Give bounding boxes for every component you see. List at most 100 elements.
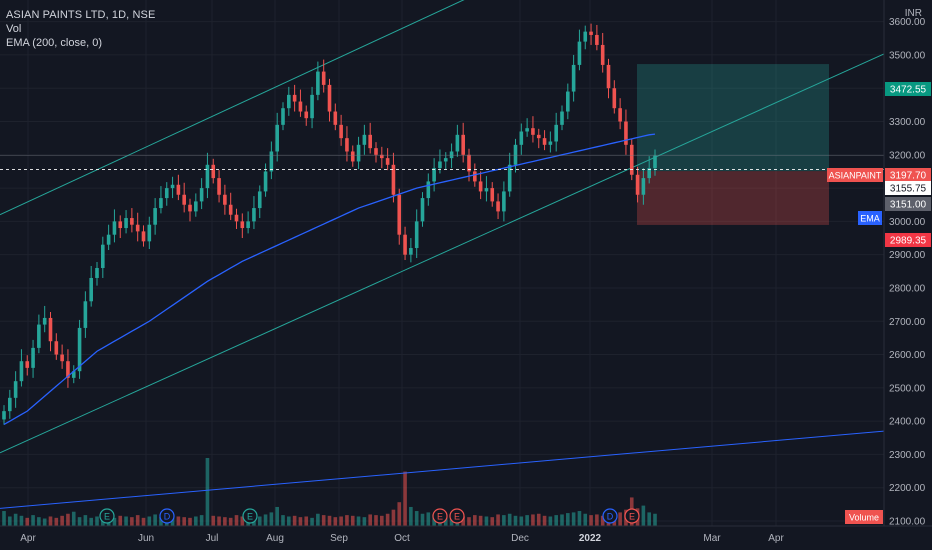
candle-body (205, 164, 210, 189)
candle-body (513, 144, 518, 165)
time-tick-label: Aug (266, 533, 284, 544)
candle-body (60, 354, 64, 362)
volume-bar (25, 517, 30, 526)
volume-bar (519, 516, 524, 526)
candle-body (507, 164, 512, 192)
candle-body (135, 224, 140, 232)
price-tick-label: 2500.00 (889, 383, 926, 394)
volume-bar (496, 514, 500, 526)
candle-body (13, 381, 18, 398)
candle-body (583, 31, 588, 42)
candle-body (83, 301, 88, 328)
candle-body (414, 221, 419, 249)
candle-body (484, 188, 489, 192)
volume-bar (211, 515, 216, 526)
legend-volume[interactable]: Vol (6, 23, 22, 35)
volume-bar (490, 517, 495, 526)
candle-body (321, 71, 326, 85)
price-tick-label: 2300.00 (889, 450, 926, 461)
volume-bar (589, 515, 593, 526)
candle-body (542, 138, 547, 145)
volume-bar (403, 471, 407, 526)
volume-bar (409, 506, 413, 526)
volume-bar (153, 514, 157, 526)
volume-bar (618, 512, 622, 526)
candle-body (432, 168, 436, 182)
volume-bar (583, 513, 588, 526)
candle-body (170, 184, 175, 189)
event-marker (449, 508, 465, 524)
volume-bar (641, 505, 646, 526)
candle-body (54, 341, 59, 355)
volume-bar (13, 513, 18, 526)
candle-body (566, 91, 570, 112)
volume-bar (205, 458, 210, 526)
candle-body (502, 191, 506, 212)
event-marker (602, 508, 618, 524)
volume-bar (8, 516, 12, 526)
volume-bar (356, 516, 361, 526)
ema-tag-label: EMA (860, 214, 880, 224)
candle-body (525, 128, 529, 132)
candle-body (548, 141, 553, 145)
volume-bar (310, 517, 314, 526)
candle-body (333, 111, 338, 125)
volume-bar (159, 517, 163, 526)
candle-body (356, 144, 361, 162)
candle-body (217, 178, 221, 195)
candle-body (403, 234, 407, 255)
currency-label[interactable]: INR (904, 8, 922, 19)
legend-title[interactable]: ASIAN PAINTS LTD, 1D, NSE (6, 9, 156, 21)
volume-bar (188, 517, 192, 526)
candle-body (577, 41, 582, 65)
candle-body (31, 347, 35, 368)
volume-bar (269, 512, 274, 526)
candle-body (420, 198, 425, 222)
candle-body (380, 154, 384, 159)
volume-bar (368, 514, 372, 526)
candle-body (89, 277, 93, 302)
volume-bar (89, 517, 93, 526)
candle-body (194, 201, 198, 212)
volume-bar (112, 517, 117, 526)
long-trend-line (0, 430, 885, 509)
candle-body (339, 124, 343, 139)
volume-bar (653, 513, 657, 526)
volume-bar (182, 517, 186, 526)
volume-bar (525, 515, 529, 526)
volume-bar (83, 515, 88, 526)
candle-body (147, 224, 152, 242)
volume-bar (385, 513, 390, 526)
volume-bar (391, 509, 396, 526)
candle-body (536, 134, 541, 139)
volume-bar (118, 515, 123, 526)
volume-bar (54, 517, 59, 526)
event-marker-label: D (607, 512, 614, 522)
volume-bar (298, 517, 303, 526)
volume-tag-label: Volume (849, 513, 879, 523)
event-marker (432, 508, 448, 524)
price-tick-label: 2200.00 (889, 483, 926, 494)
price-tick-label: 3000.00 (889, 217, 926, 228)
volume-bar (478, 515, 483, 526)
event-marker-label: D (164, 512, 171, 522)
candle-body (647, 168, 651, 179)
volume-bar (548, 516, 553, 526)
candle-body (455, 134, 460, 152)
candle-body (304, 111, 309, 119)
candle-body (159, 198, 163, 209)
candle-body (223, 194, 227, 205)
candle-body (443, 158, 448, 162)
legend-ema[interactable]: EMA (200, close, 0) (6, 37, 102, 49)
volume-tag (845, 510, 883, 524)
candle-body (438, 161, 442, 169)
candle-body (641, 178, 646, 195)
candle-body (199, 188, 204, 202)
candle-body (118, 221, 123, 229)
price-tick-label: 2800.00 (889, 283, 926, 294)
volume-bar (194, 516, 198, 526)
price-tick-label: 3300.00 (889, 117, 926, 128)
volume-bar (484, 516, 489, 526)
